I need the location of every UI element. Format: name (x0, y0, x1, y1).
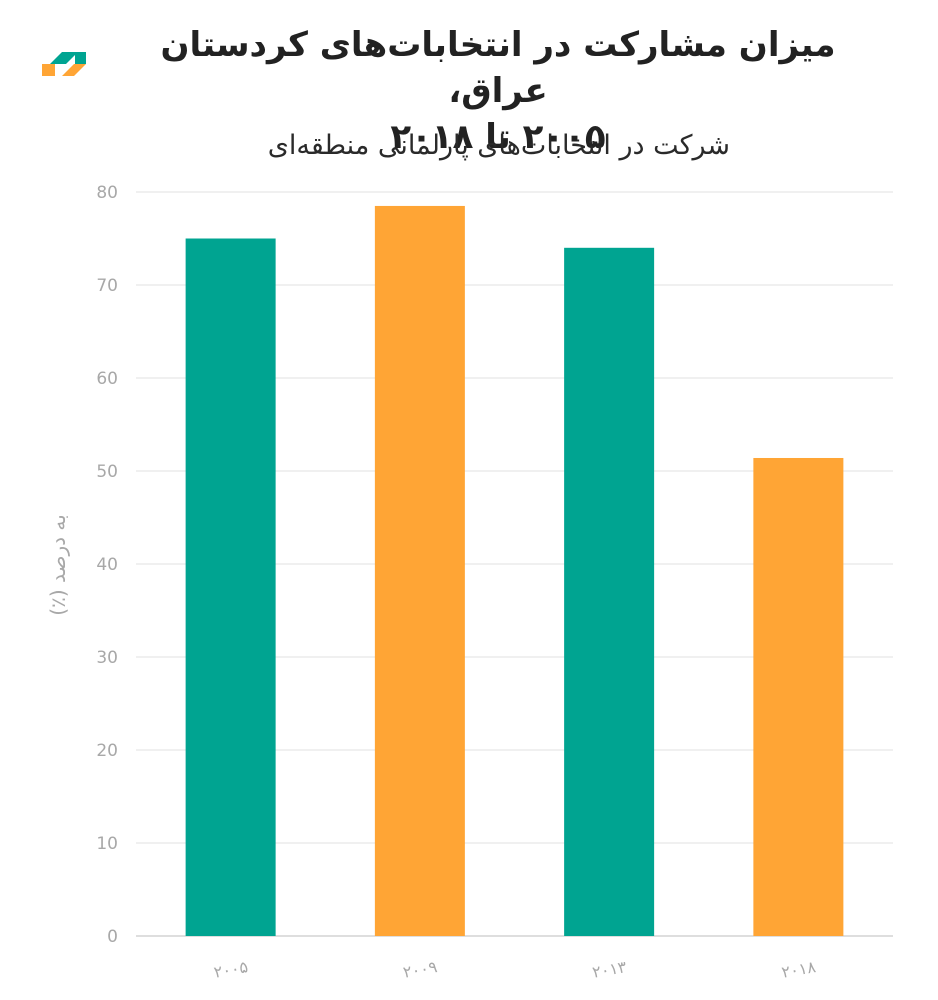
chart-subtitle: شرکت در انتخابات‌های پارلمانی منطقه‌ای (267, 130, 730, 161)
logo-teal-shape (50, 52, 78, 64)
x-tick-label: ۲۰۱۳ (591, 957, 629, 982)
chart-title-line-2: ۲۰۰۵ تا ۲۰۱۸ (390, 117, 606, 157)
logo-orange-square (42, 64, 55, 76)
bar (564, 247, 655, 937)
x-tick-label: ۲۰۱۸ (780, 957, 818, 982)
chart-title-line-1: میزان مشارکت در انتخابات‌های کردستان عرا… (160, 25, 836, 111)
y-tick-label: 10 (96, 834, 118, 854)
x-tick-label: ۲۰۰۵ (212, 957, 249, 982)
y-tick-label: 30 (96, 648, 118, 668)
y-tick-label: 60 (96, 369, 118, 389)
bar (374, 205, 465, 936)
y-tick-label: 20 (96, 741, 118, 761)
chart-title: میزان مشارکت در انتخابات‌های کردستان عرا… (118, 22, 878, 160)
y-tick-label: 50 (96, 462, 118, 482)
y-tick-label: 80 (96, 183, 118, 203)
bar (185, 238, 276, 936)
logo-teal-square (75, 52, 86, 64)
y-axis-label: به درصد (٪) (46, 514, 70, 616)
logo-orange-shape (62, 64, 86, 76)
x-tick-label: ۲۰۰۹ (402, 957, 439, 982)
y-tick-label: 40 (96, 555, 118, 575)
y-tick-label: 70 (96, 276, 118, 296)
y-tick-label: 0 (107, 927, 118, 947)
brand-logo (42, 52, 86, 76)
bar (753, 457, 844, 936)
